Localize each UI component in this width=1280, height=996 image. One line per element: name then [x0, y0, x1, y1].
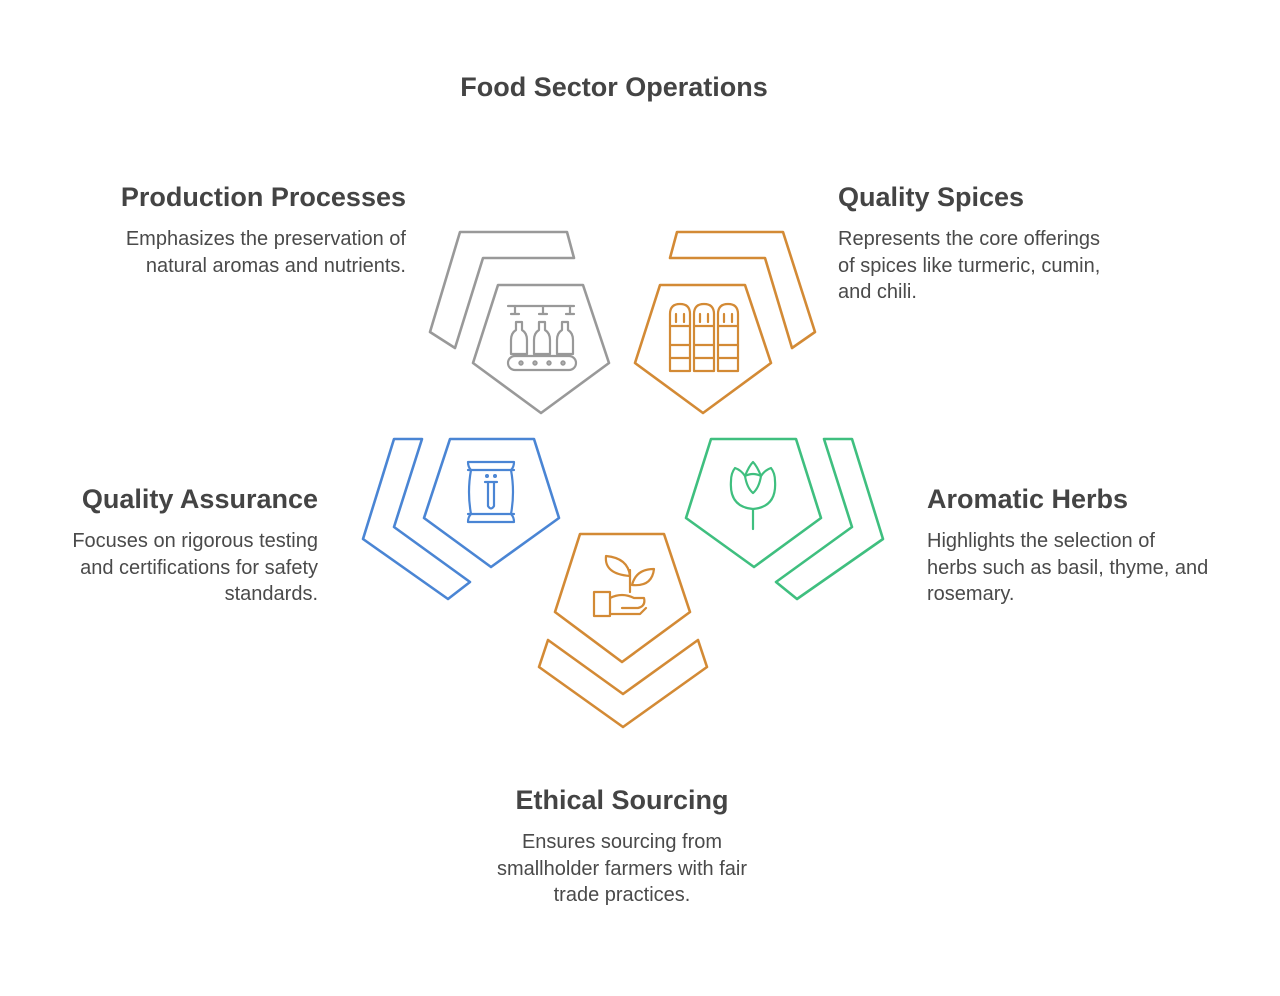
assurance-line-1: Focuses on rigorous testing: [72, 530, 318, 552]
ethical-description: Ensures sourcing from smallholder farmer…: [422, 829, 822, 909]
ethical-outer-chevron: [537, 638, 709, 729]
spices-line-1: Represents the core offerings: [838, 228, 1101, 250]
test-bag-icon: [466, 460, 516, 524]
herbs-heading: Aromatic Herbs: [927, 484, 1129, 514]
spices-pentagon: [633, 283, 773, 415]
herbs-line-3: rosemary.: [927, 583, 1015, 605]
herbs-description: Highlights the selection of herbs such a…: [927, 528, 1267, 608]
rose-flower-icon: [729, 460, 777, 531]
assurance-pentagon: [422, 437, 561, 569]
spices-line-2: of spices like turmeric, cumin,: [838, 254, 1101, 277]
herbs-text-block: Aromatic Herbs Highlights the selection …: [927, 482, 1267, 608]
production-description: Emphasizes the preservation of natural a…: [26, 226, 406, 279]
spices-outer-chevron: [668, 230, 817, 350]
herbs-line-1: Highlights the selection of: [927, 530, 1155, 552]
ethical-line-1: Ensures sourcing from: [521, 831, 723, 853]
production-heading: Production Processes: [120, 182, 406, 212]
herbs-segment: [684, 437, 885, 601]
spices-text-block: Quality Spices Represents the core offer…: [838, 180, 1238, 306]
spice-jars-icon: [668, 302, 740, 373]
ethical-heading: Ethical Sourcing: [515, 785, 729, 815]
production-outer-chevron: [428, 230, 576, 350]
ethical-pentagon: [553, 532, 692, 664]
ethical-text-block: Ethical Sourcing Ensures sourcing from s…: [422, 783, 822, 909]
spices-segment: [633, 230, 817, 415]
ethical-line-3: trade practices.: [553, 884, 691, 906]
assurance-description: Focuses on rigorous testing and certific…: [8, 528, 318, 608]
herbs-line-2: herbs such as basil, thyme, and: [927, 556, 1209, 579]
assurance-line-3: standards.: [224, 583, 318, 605]
plant-hand-icon: [592, 554, 656, 618]
spices-heading: Quality Spices: [838, 182, 1025, 212]
herbs-pentagon: [684, 437, 823, 569]
assurance-line-2: and certifications for safety: [80, 556, 318, 579]
ethical-line-2: smallholder farmers with fair: [496, 857, 748, 880]
assurance-outer-chevron: [361, 437, 472, 601]
assurance-heading: Quality Assurance: [81, 484, 318, 514]
diagram-title: Food Sector Operations: [460, 72, 768, 102]
herbs-outer-chevron: [774, 437, 885, 601]
ethical-segment: [537, 532, 709, 729]
assurance-segment: [361, 437, 561, 601]
production-pentagon: [471, 283, 611, 415]
production-line-1: Emphasizes the preservation of: [125, 228, 406, 250]
spices-description: Represents the core offerings of spices …: [838, 226, 1238, 306]
production-line-2: natural aromas and nutrients.: [145, 254, 406, 277]
assurance-text-block: Quality Assurance Focuses on rigorous te…: [8, 482, 318, 608]
spices-line-3: and chili.: [838, 281, 917, 303]
production-segment: [428, 230, 611, 415]
production-text-block: Production Processes Emphasizes the pres…: [26, 180, 406, 279]
bottling-line-icon: [506, 304, 578, 372]
